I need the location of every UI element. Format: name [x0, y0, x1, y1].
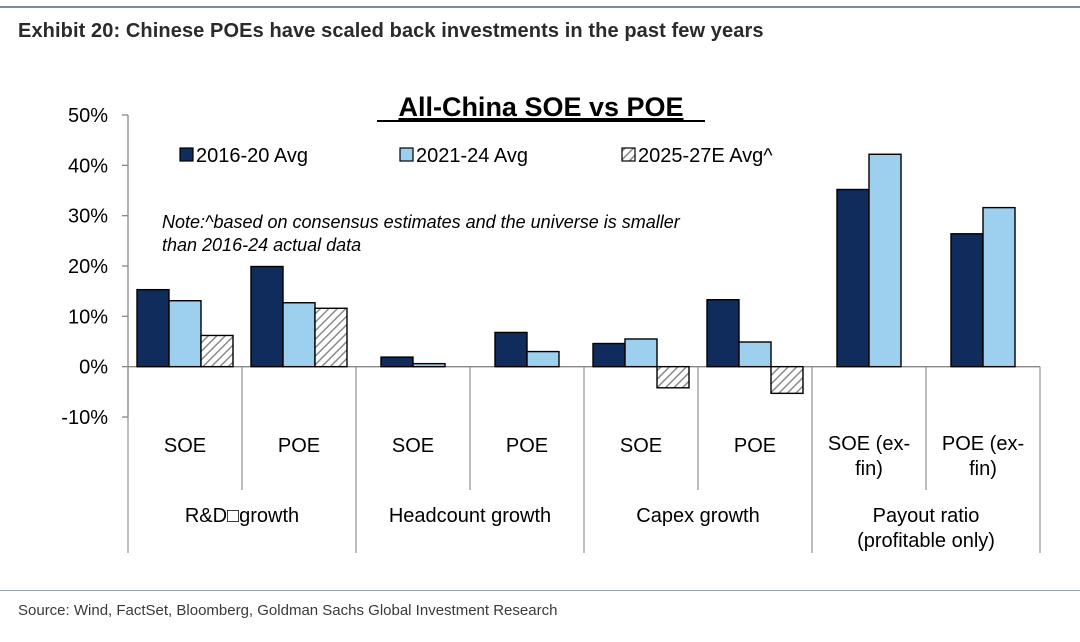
category-label: SOE [164, 435, 206, 457]
bar-1-6 [706, 299, 740, 368]
y-tick-label: 40% [68, 155, 108, 177]
category-label: SOE [620, 435, 662, 457]
legend-swatch-1 [179, 147, 194, 162]
bar-1-7 [836, 188, 870, 368]
group-label: Payout ratio [873, 505, 980, 527]
y-tick-label: 50% [68, 105, 108, 127]
bar-1-5 [592, 342, 626, 368]
bar-2-7 [868, 153, 902, 368]
category-label: POE [734, 435, 776, 457]
bar-1-8 [950, 233, 984, 368]
exhibit-title: Exhibit 20: Chinese POEs have scaled bac… [18, 20, 764, 42]
category-label: SOE [392, 435, 434, 457]
bar-2-4 [526, 350, 560, 368]
bar-1-4 [494, 331, 528, 368]
chart: All-China SOE vs POE 50% 40% 30% 20% 10% 0% -10… [61, 92, 1041, 553]
chart-note: Note:^based on consensus estimates and t… [162, 212, 681, 232]
bar-2-5 [624, 338, 658, 368]
bar-2-2 [282, 302, 316, 368]
legend-label-1: 2016-20 Avg [196, 145, 308, 167]
bottom-rule [0, 590, 1080, 591]
category-label: SOE (ex- [828, 433, 910, 455]
legend-swatch-3 [621, 147, 636, 162]
bar-1-1 [136, 288, 170, 368]
category-label: fin) [969, 458, 997, 480]
y-tick-label: 0% [79, 357, 108, 379]
source-note: Source: Wind, FactSet, Bloomberg, Goldma… [18, 602, 558, 619]
category-label: POE [278, 435, 320, 457]
y-tick-label: 10% [68, 306, 108, 328]
bar-3-1 [200, 334, 234, 368]
bar-1-2 [250, 265, 284, 368]
y-tick-label: 20% [68, 256, 108, 278]
legend-label-2: 2021-24 Avg [416, 145, 528, 167]
bar-2-6 [738, 341, 772, 368]
chart-note: than 2016-24 actual data [162, 235, 361, 255]
category-label: fin) [855, 458, 883, 480]
category-label: POE (ex- [942, 433, 1024, 455]
group-label: R&D□growth [185, 505, 299, 527]
bar-2-3 [412, 362, 446, 368]
group-label: (profitable only) [857, 530, 995, 552]
y-tick-label: -10% [61, 407, 108, 429]
bar-3-2 [314, 307, 348, 368]
chart-title: All-China SOE vs POE [398, 92, 683, 122]
y-tick-label: 30% [68, 206, 108, 228]
bar-3-5 [656, 365, 690, 389]
legend-swatch-2 [399, 147, 414, 162]
bar-2-8 [982, 206, 1016, 368]
category-label: POE [506, 435, 548, 457]
group-label: Headcount growth [389, 505, 551, 527]
group-label: Capex growth [636, 505, 759, 527]
bar-1-3 [380, 356, 414, 368]
bar-3-6 [770, 365, 804, 395]
legend-label-3: 2025-27E Avg^ [638, 145, 773, 167]
bar-2-1 [168, 300, 202, 368]
top-rule [0, 6, 1080, 8]
